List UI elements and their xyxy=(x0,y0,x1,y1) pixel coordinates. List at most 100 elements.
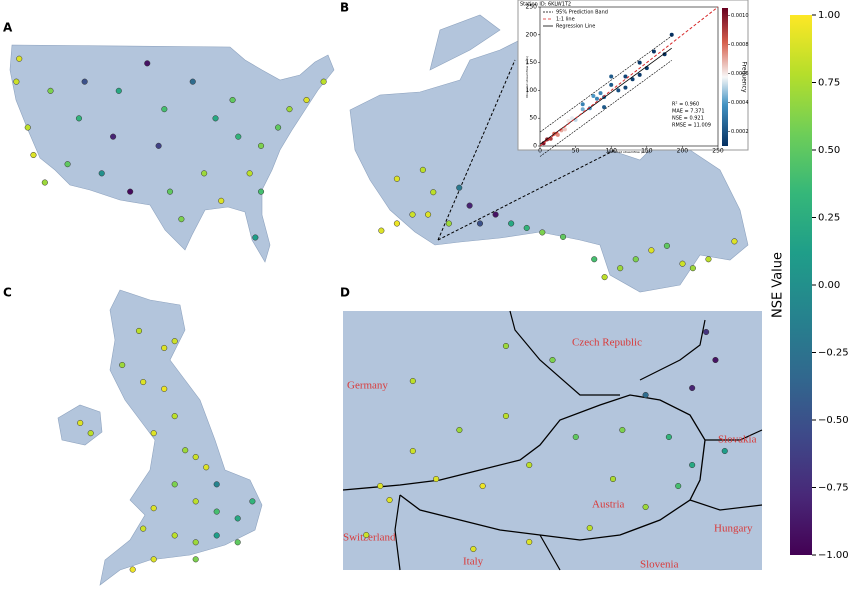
station-point xyxy=(619,426,626,434)
inset-point xyxy=(609,74,614,79)
station-point xyxy=(409,211,416,218)
station-point xyxy=(178,216,185,223)
station-point xyxy=(150,430,157,437)
inset-point xyxy=(623,85,628,90)
station-point xyxy=(466,202,473,209)
inset-point xyxy=(651,49,656,54)
station-point xyxy=(409,377,416,385)
colorbar xyxy=(790,15,812,555)
station-point xyxy=(665,433,672,441)
country-label: Austria xyxy=(592,499,625,511)
station-point xyxy=(81,78,88,85)
station-point xyxy=(161,385,168,392)
inset-title: Station ID: 6KLW1T2 xyxy=(520,2,571,8)
station-point xyxy=(98,170,105,177)
inset-point xyxy=(598,91,603,96)
station-point xyxy=(192,539,199,546)
inset-stat: RMSE = 11.009 xyxy=(672,123,711,129)
station-point xyxy=(731,238,738,245)
station-point xyxy=(234,539,241,546)
usa-map xyxy=(9,44,335,263)
station-point xyxy=(445,220,452,227)
station-point xyxy=(456,426,463,434)
station-point xyxy=(140,378,147,386)
station-point xyxy=(135,327,143,334)
country-label: Slovenia xyxy=(640,559,679,571)
panel-label: C xyxy=(3,286,12,300)
station-point xyxy=(249,498,256,505)
station-point xyxy=(479,482,486,490)
station-point xyxy=(502,342,509,350)
station-point xyxy=(526,538,533,546)
station-point xyxy=(320,78,327,85)
country-label: Switzerland xyxy=(343,532,396,544)
station-point xyxy=(182,447,189,454)
colorbar-tick-label: −1.00 xyxy=(818,550,848,561)
station-point xyxy=(648,247,655,254)
station-point xyxy=(24,124,31,131)
station-point xyxy=(642,503,649,511)
inset-stat: MAE = 7.371 xyxy=(672,109,705,115)
inset-colorbar-tick-label: 0.0008 xyxy=(731,42,749,48)
station-point xyxy=(377,482,384,490)
station-point xyxy=(218,197,225,204)
station-point xyxy=(617,265,624,272)
inset-point xyxy=(548,136,553,141)
panel-label: A xyxy=(3,21,13,35)
uk-map xyxy=(99,289,263,586)
station-point xyxy=(213,532,220,539)
inset-point xyxy=(662,52,667,57)
station-point xyxy=(171,481,178,488)
station-point xyxy=(77,419,84,427)
station-point xyxy=(586,524,593,532)
station-point xyxy=(492,211,499,218)
inset-link xyxy=(437,59,516,241)
inset-point xyxy=(566,118,571,123)
station-point xyxy=(705,256,712,263)
station-point xyxy=(393,220,400,227)
station-point xyxy=(171,532,178,539)
station-point xyxy=(378,227,385,234)
colorbar-tick-label: −0.50 xyxy=(818,415,848,426)
country-label: Germany xyxy=(347,380,388,392)
station-point xyxy=(212,115,219,122)
inset-x-tick-label: 250 xyxy=(712,148,724,155)
inset-legend-label: Regression Line xyxy=(556,24,595,30)
station-point xyxy=(433,475,440,483)
station-point xyxy=(409,447,416,455)
station-point xyxy=(539,229,546,236)
inset-stat: NSE = 0.921 xyxy=(672,116,704,122)
austria-map xyxy=(343,311,762,570)
station-point xyxy=(386,496,393,504)
station-point xyxy=(115,87,122,94)
inset-colorbar-tick-label: 0.0006 xyxy=(731,71,749,77)
station-point xyxy=(572,433,579,441)
inset-colorbar-tick-label: 0.0004 xyxy=(731,100,749,106)
inset-link xyxy=(437,149,616,241)
inset-point xyxy=(616,88,621,93)
inset-stat: R² = 0.960 xyxy=(672,102,699,108)
inset-y-tick-label: 150 xyxy=(526,59,538,66)
station-point xyxy=(419,166,426,173)
station-point xyxy=(286,106,293,113)
colorbar-tick-label: 0.75 xyxy=(818,78,840,89)
station-point xyxy=(166,188,174,195)
inset-point xyxy=(580,102,585,107)
inset-legend-label: 95% Prediction Band xyxy=(556,10,608,16)
station-point xyxy=(689,265,696,272)
station-point xyxy=(144,60,151,67)
station-point xyxy=(87,430,94,437)
inset-point xyxy=(591,93,596,98)
inset-colorbar xyxy=(722,8,728,146)
colorbar-label: NSE Value xyxy=(771,252,786,318)
station-point xyxy=(189,78,196,85)
colorbar-tick-label: 0.00 xyxy=(818,280,840,291)
station-point xyxy=(470,545,477,553)
station-point xyxy=(161,344,168,352)
inset-x-tick-label: 150 xyxy=(641,148,653,155)
station-point xyxy=(632,256,639,263)
station-point xyxy=(363,531,370,539)
station-point xyxy=(689,384,696,392)
inset-point xyxy=(594,96,599,101)
